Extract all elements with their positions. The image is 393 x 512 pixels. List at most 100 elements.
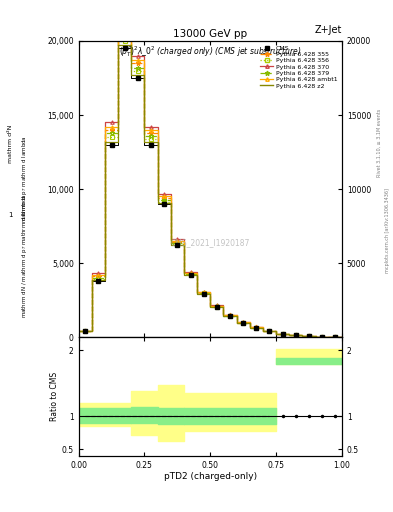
Line: Pythia 6.428 ambt1: Pythia 6.428 ambt1 [79, 31, 342, 337]
Pythia 6.428 z2 [182, 242, 186, 248]
Pythia 6.428 379 [129, 65, 134, 71]
Pythia 6.428 355 [129, 31, 134, 37]
Pythia 6.428 355 [300, 332, 305, 338]
Pythia 6.428 379 [142, 133, 147, 139]
Pythia 6.428 z2 [287, 332, 292, 338]
Pythia 6.428 356 [234, 313, 239, 319]
Pythia 6.428 356 [274, 328, 278, 334]
Pythia 6.428 z2 [248, 320, 252, 326]
Pythia 6.428 356 [182, 241, 186, 247]
Pythia 6.428 ambt1 [182, 238, 186, 244]
Pythia 6.428 ambt1 [129, 57, 134, 63]
Pythia 6.428 370 [116, 119, 120, 125]
Pythia 6.428 z2 [182, 271, 186, 278]
Pythia 6.428 355 [103, 127, 107, 133]
Pythia 6.428 356 [208, 304, 213, 310]
Pythia 6.428 z2 [168, 242, 173, 248]
Pythia 6.428 z2 [129, 42, 134, 49]
Pythia 6.428 z2 [248, 325, 252, 331]
Pythia 6.428 356 [168, 199, 173, 205]
Pythia 6.428 356 [313, 334, 318, 340]
Pythia 6.428 379 [274, 331, 278, 337]
Pythia 6.428 370 [208, 289, 213, 295]
Pythia 6.428 z2 [155, 200, 160, 206]
Pythia 6.428 ambt1 [168, 238, 173, 244]
Pythia 6.428 370 [155, 190, 160, 197]
Pythia 6.428 356 [340, 334, 344, 340]
Pythia 6.428 z2 [103, 277, 107, 283]
Pythia 6.428 ambt1 [261, 328, 265, 334]
Pythia 6.428 z2 [261, 325, 265, 331]
Pythia 6.428 379 [313, 334, 318, 340]
Pythia 6.428 z2 [300, 333, 305, 339]
Pythia 6.428 370 [116, 23, 120, 29]
Pythia 6.428 355 [326, 334, 331, 340]
Pythia 6.428 z2 [300, 332, 305, 338]
Pythia 6.428 370 [182, 269, 186, 275]
Pythia 6.428 ambt1 [234, 312, 239, 318]
Text: Z+Jet: Z+Jet [314, 25, 342, 35]
Pythia 6.428 ambt1 [195, 270, 200, 276]
Pythia 6.428 355 [313, 333, 318, 339]
Pythia 6.428 z2 [195, 291, 200, 297]
Pythia 6.428 356 [155, 199, 160, 205]
Pythia 6.428 ambt1 [287, 331, 292, 337]
Pythia 6.428 ambt1 [155, 193, 160, 199]
Pythia 6.428 ambt1 [274, 328, 278, 334]
Pythia 6.428 ambt1 [90, 272, 94, 278]
Pythia 6.428 379 [76, 328, 81, 334]
Pythia 6.428 356 [248, 325, 252, 331]
Pythia 6.428 z2 [195, 271, 200, 278]
Pythia 6.428 355 [274, 328, 278, 334]
Pythia 6.428 z2 [129, 72, 134, 78]
Pythia 6.428 z2 [313, 334, 318, 340]
Pythia 6.428 379 [261, 328, 265, 334]
Text: mathrm d p$_T$ mathrm d lambda: mathrm d p$_T$ mathrm d lambda [20, 135, 29, 223]
Pythia 6.428 z2 [208, 304, 213, 310]
Pythia 6.428 356 [155, 136, 160, 142]
Pythia 6.428 355 [195, 270, 200, 276]
Pythia 6.428 379 [103, 130, 107, 136]
Pythia 6.428 370 [274, 328, 278, 334]
Pythia 6.428 355 [168, 239, 173, 245]
Pythia 6.428 ambt1 [116, 28, 120, 34]
Pythia 6.428 356 [195, 271, 200, 278]
Pythia 6.428 370 [129, 53, 134, 59]
Pythia 6.428 z2 [313, 333, 318, 339]
Title: 13000 GeV pp: 13000 GeV pp [173, 29, 247, 39]
Pythia 6.428 ambt1 [142, 57, 147, 63]
Pythia 6.428 356 [195, 290, 200, 296]
Pythia 6.428 356 [221, 313, 226, 319]
Pythia 6.428 370 [208, 303, 213, 309]
Pythia 6.428 379 [300, 333, 305, 339]
Pythia 6.428 ambt1 [90, 328, 94, 334]
Pythia 6.428 379 [208, 290, 213, 296]
Pythia 6.428 356 [300, 332, 305, 338]
Pythia 6.428 370 [234, 312, 239, 318]
Pythia 6.428 379 [116, 35, 120, 41]
Pythia 6.428 379 [208, 303, 213, 309]
Pythia 6.428 379 [116, 130, 120, 136]
Pythia 6.428 355 [234, 319, 239, 326]
Pythia 6.428 379 [195, 290, 200, 296]
Pythia 6.428 ambt1 [168, 193, 173, 199]
Text: CMS_2021_I1920187: CMS_2021_I1920187 [171, 238, 250, 247]
Pythia 6.428 ambt1 [129, 28, 134, 34]
Pythia 6.428 z2 [221, 304, 226, 310]
Pythia 6.428 ambt1 [103, 272, 107, 278]
Pythia 6.428 370 [274, 331, 278, 337]
Pythia 6.428 355 [76, 328, 81, 334]
Pythia 6.428 370 [326, 334, 331, 340]
Pythia 6.428 z2 [142, 72, 147, 78]
Pythia 6.428 355 [221, 303, 226, 309]
Pythia 6.428 ambt1 [76, 328, 81, 334]
Pythia 6.428 355 [195, 290, 200, 296]
Pythia 6.428 ambt1 [287, 332, 292, 338]
Pythia 6.428 ambt1 [208, 303, 213, 309]
Pythia 6.428 370 [182, 237, 186, 243]
Pythia 6.428 356 [103, 134, 107, 140]
Pythia 6.428 z2 [234, 320, 239, 326]
Pythia 6.428 370 [313, 334, 318, 340]
Pythia 6.428 355 [287, 331, 292, 337]
Pythia 6.428 z2 [234, 313, 239, 319]
